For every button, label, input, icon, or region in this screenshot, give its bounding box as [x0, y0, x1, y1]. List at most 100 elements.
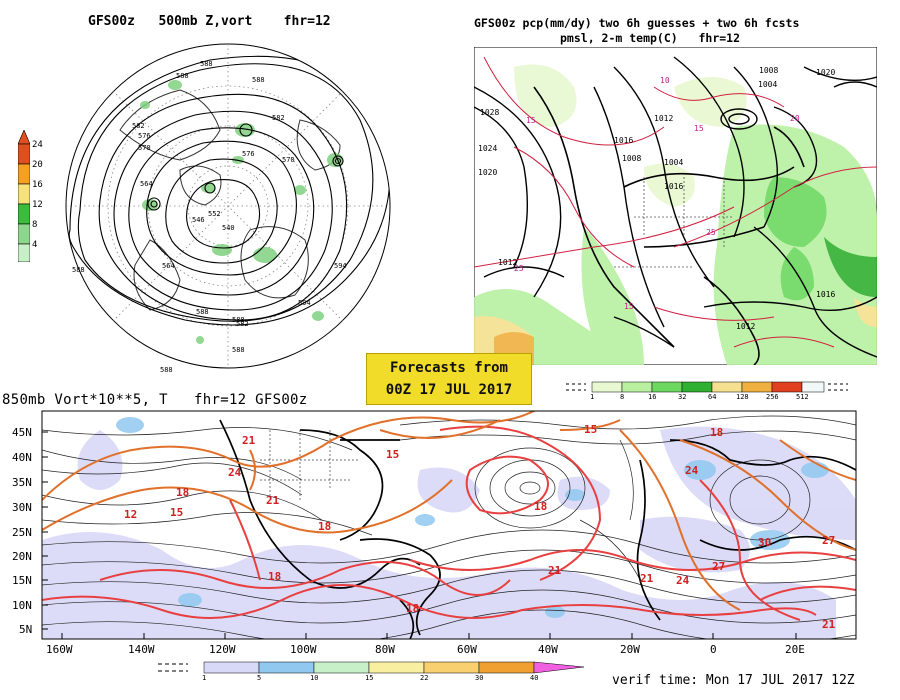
isotherm-label: 15	[386, 448, 399, 461]
contour-label: 540	[222, 224, 235, 232]
forecast-init-box: Forecasts from 00Z 17 JUL 2017	[366, 353, 532, 405]
panel-pcp-title-line2: pmsl, 2-m temp(C) fhr=12	[560, 31, 741, 45]
contour-label: 582	[132, 122, 145, 130]
lon-label: 140W	[128, 643, 155, 656]
panel-500mb-title: GFS00z 500mb Z,vort fhr=12	[88, 14, 331, 29]
isotherm-label: 21	[242, 434, 256, 447]
lat-label: 15N	[12, 574, 32, 587]
isotherm-label: 15	[584, 423, 597, 436]
contour-label: 588	[72, 266, 85, 274]
isotherm-label: 12	[124, 508, 137, 521]
contour-label: 564	[162, 262, 175, 270]
lon-label: 20E	[785, 643, 805, 656]
colorbar-tick: 30	[475, 674, 484, 682]
isotherm-label: 24	[685, 464, 699, 477]
contour-label: 588	[252, 76, 265, 84]
lon-label: 80W	[375, 643, 395, 656]
isobar-label: 1020	[816, 68, 835, 77]
colorbar-tick: 24	[32, 140, 43, 150]
isotherm-label: 18	[318, 520, 331, 533]
isotherm-label: 25	[706, 228, 716, 237]
panel-500mb-colorbar: 24 20 16 12 8 4	[18, 130, 43, 262]
isotherm-label: 15	[694, 124, 704, 133]
panel-850mb-title: 850mb Vort*10**5, T fhr=12 GFS00z	[2, 392, 308, 408]
colorbar-tick: 512	[796, 393, 809, 401]
isotherm-label: 18	[710, 426, 723, 439]
contour-label: 588	[196, 308, 209, 316]
isotherm-label: 21	[822, 618, 836, 631]
contour-label: 576	[138, 132, 151, 140]
isotherm-label: 10	[660, 76, 670, 85]
lat-label: 20N	[12, 550, 32, 563]
contour-label: 576	[242, 150, 255, 158]
colorbar-tick: 1	[202, 674, 207, 682]
lon-label: 20W	[620, 643, 640, 656]
isotherm-label: 20	[790, 114, 800, 123]
isotherm-label: 21	[640, 572, 654, 585]
colorbar-tick: 32	[678, 393, 687, 401]
lat-label: 35N	[12, 476, 32, 489]
contour-label: 546	[192, 216, 205, 224]
colorbar-tick: 64	[708, 393, 717, 401]
lon-label: 120W	[209, 643, 236, 656]
contour-label: 588	[200, 60, 213, 68]
isobar-label: 1012	[736, 322, 755, 331]
isotherm-label: 18	[268, 570, 281, 583]
isobar-label: 1004	[664, 158, 683, 167]
colorbar-tick: 12	[32, 200, 43, 210]
colorbar-tick: 22	[420, 674, 429, 682]
isotherm-label: 21	[266, 494, 280, 507]
lat-label: 5N	[19, 623, 33, 636]
contour-label: 588	[176, 72, 189, 80]
lat-label: 40N	[12, 451, 32, 464]
contour-label: 570	[282, 156, 295, 164]
isobar-label: 1008	[622, 154, 641, 163]
lon-label: 60W	[457, 643, 477, 656]
lat-label: 10N	[12, 599, 32, 612]
contour-label: 588	[160, 366, 173, 374]
contour-label: 582	[236, 320, 249, 328]
isotherm-label: 24	[228, 466, 242, 479]
colorbar-tick: 16	[32, 180, 43, 190]
colorbar-tick: 128	[736, 393, 749, 401]
forecast-line2: 00Z 17 JUL 2017	[385, 382, 513, 398]
isotherm-label: 15	[526, 116, 536, 125]
panel-pcp-colorbar: 1 8 16 32 64 128 256 512	[566, 381, 848, 405]
lon-label: 40W	[538, 643, 558, 656]
lat-label: 25N	[12, 526, 32, 539]
contour-label: 588	[232, 316, 245, 324]
isobar-label: 1016	[664, 182, 683, 191]
contour-label: 582	[272, 114, 285, 122]
lat-label: 30N	[12, 501, 32, 514]
isobar-label: 1008	[759, 66, 778, 75]
isotherm-label: 15	[624, 302, 634, 311]
isobar-label: 1024	[478, 144, 497, 153]
contour-label: 570	[138, 144, 151, 152]
isobar-label: 1028	[480, 108, 499, 117]
contour-label: 588	[232, 346, 245, 354]
colorbar-tick: 15	[365, 674, 374, 682]
colorbar-tick: 10	[310, 674, 319, 682]
isotherm-label: 27	[822, 534, 835, 547]
isotherm-label: 15	[170, 506, 183, 519]
lon-label: 100W	[290, 643, 317, 656]
colorbar-tick: 20	[32, 160, 43, 170]
isotherm-label: 30	[758, 536, 771, 549]
colorbar-tick: 1	[590, 393, 595, 401]
colorbar-tick: 40	[530, 674, 539, 682]
isobar-label: 1012	[654, 114, 673, 123]
colorbar-tick: 8	[620, 393, 625, 401]
contour-label: 594	[298, 299, 311, 307]
colorbar-tick: 4	[32, 240, 38, 250]
panel-pcp-map: 1028 1024 1020 1016 1012 1008 1004 1016 …	[474, 47, 877, 365]
isotherm-label: 25	[514, 264, 524, 273]
isotherm-label: 18	[534, 500, 547, 513]
isotherm-label: 21	[548, 564, 562, 577]
panel-pcp-title-line1: GFS00z pcp(mm/dy) two 6h guesses + two 6…	[474, 16, 800, 30]
isotherm-label: 18	[406, 602, 419, 615]
isobar-label: 1016	[816, 290, 835, 299]
isobar-label: 1016	[614, 136, 633, 145]
contour-label: 552	[208, 210, 221, 218]
isotherm-label: 27	[712, 560, 725, 573]
